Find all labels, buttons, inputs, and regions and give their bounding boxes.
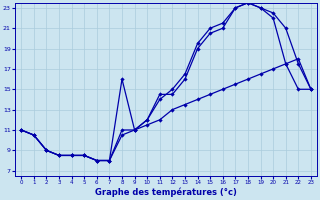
- X-axis label: Graphe des températures (°c): Graphe des températures (°c): [95, 188, 237, 197]
